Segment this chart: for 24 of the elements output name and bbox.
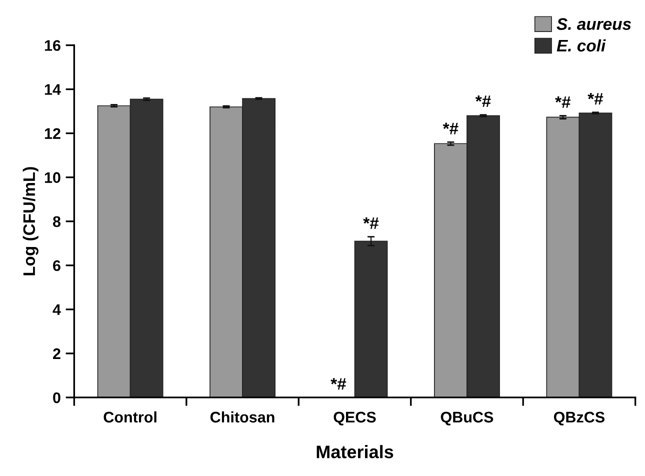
y-tick-label: 12 xyxy=(44,128,60,139)
y-tick-label: 16 xyxy=(44,40,60,51)
x-tick-label: Chitosan xyxy=(210,411,274,423)
annotation: *# xyxy=(330,378,346,390)
y-tick-label: 4 xyxy=(52,304,61,315)
annotation: *# xyxy=(588,93,604,105)
y-axis-title: Log (CFU/mL) xyxy=(22,167,38,276)
annotation: *# xyxy=(555,96,571,108)
legend-label: S. aureus xyxy=(556,18,631,30)
y-tick-label: 10 xyxy=(44,172,60,183)
x-axis-title: Materials xyxy=(316,445,394,458)
x-tick-label: Control xyxy=(104,411,156,423)
x-tick-label: QBzCS xyxy=(554,412,605,426)
legend-label: E. coli xyxy=(556,39,606,52)
annotation: *# xyxy=(363,217,379,229)
annotation: *# xyxy=(442,122,458,134)
x-tick-label: QECS xyxy=(334,412,376,426)
y-tick-label: 0 xyxy=(53,392,60,404)
y-tick-label: 2 xyxy=(53,348,60,359)
y-tick-label: 14 xyxy=(44,84,61,95)
x-tick-label: QBuCS xyxy=(440,412,494,426)
y-tick-label: 8 xyxy=(52,216,61,228)
annotation: *# xyxy=(475,95,491,107)
y-tick-label: 6 xyxy=(53,260,60,272)
